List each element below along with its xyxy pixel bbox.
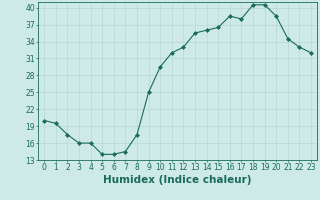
X-axis label: Humidex (Indice chaleur): Humidex (Indice chaleur)	[103, 175, 252, 185]
